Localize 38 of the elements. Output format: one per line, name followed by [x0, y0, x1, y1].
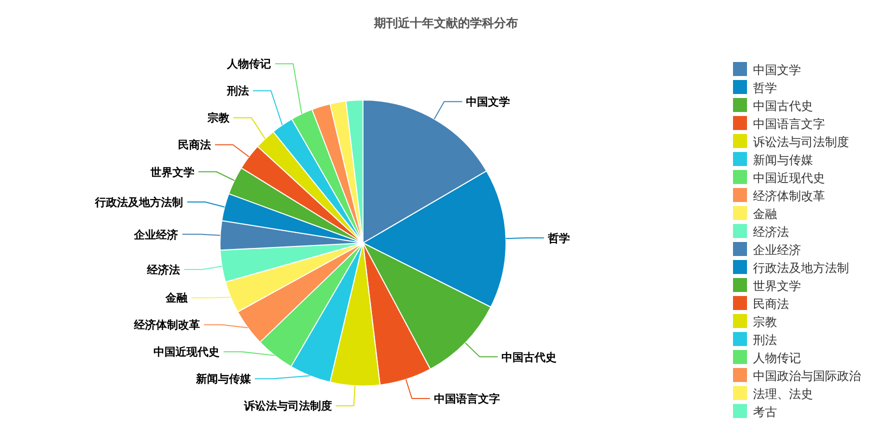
slice-label: 企业经济 — [133, 228, 178, 242]
legend-label: 哲学 — [753, 81, 777, 95]
legend-label: 企业经济 — [753, 243, 801, 257]
legend-label: 刑法 — [753, 333, 777, 347]
slice-label: 金融 — [164, 292, 188, 305]
legend-label: 诉讼法与司法制度 — [753, 135, 849, 149]
slice-label: 民商法 — [178, 138, 211, 152]
legend-label: 中国文学 — [753, 63, 801, 77]
legend-label: 经济体制改革 — [753, 189, 825, 203]
slice-label: 中国文学 — [466, 96, 510, 109]
legend-label: 法理、法史 — [753, 387, 813, 401]
legend-label: 新闻与传媒 — [753, 153, 813, 167]
slice-label: 经济体制改革 — [132, 318, 200, 332]
legend-label: 中国语言文字 — [753, 117, 825, 131]
slice-label: 世界文学 — [149, 166, 194, 179]
legend-label: 民商法 — [753, 297, 789, 311]
legend-label: 金融 — [753, 207, 777, 221]
slice-label: 中国近现代史 — [154, 346, 220, 359]
legend-label: 行政法及地方法制 — [753, 261, 849, 275]
legend-label: 中国政治与国际政治 — [753, 369, 861, 383]
slice-label: 诉讼法与司法制度 — [242, 400, 332, 413]
slice-label: 新闻与传媒 — [194, 372, 252, 386]
legend-label: 世界文学 — [753, 279, 801, 293]
slice-label: 中国古代史 — [502, 350, 557, 364]
slice-label: 刑法 — [226, 84, 249, 98]
slice-label: 宗教 — [206, 112, 230, 125]
legend-label: 考古 — [753, 405, 777, 419]
slice-label: 中国语言文字 — [434, 392, 500, 406]
slice-label: 经济法 — [146, 264, 180, 277]
slice-label: 行政法及地方法制 — [94, 196, 184, 209]
legend-label: 中国近现代史 — [753, 171, 825, 185]
legend-label: 经济法 — [753, 225, 789, 239]
slice-label: 人物传记 — [226, 58, 272, 71]
legend-label: 中国古代史 — [753, 99, 813, 113]
legend-label: 人物传记 — [753, 351, 801, 365]
chart-title: 期刊近十年文献的学科分布 — [373, 16, 518, 30]
legend-label: 宗教 — [753, 315, 777, 329]
slice-label: 哲学 — [546, 232, 570, 245]
